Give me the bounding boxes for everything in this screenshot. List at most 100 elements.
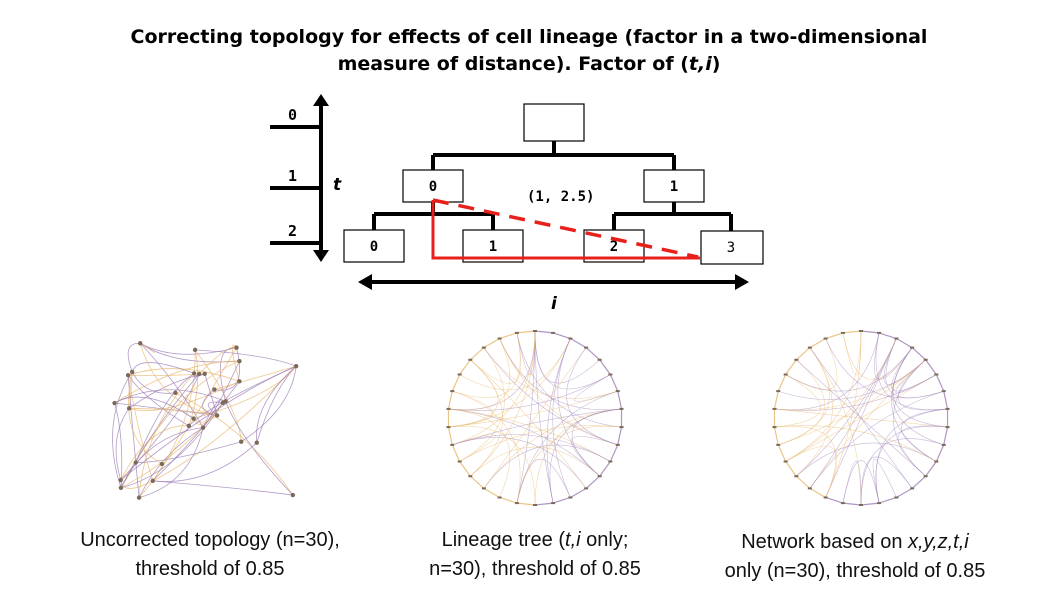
network-edge [240,366,297,443]
network-node [130,369,135,375]
title-line-1: Correcting topology for effects of cell … [130,26,928,48]
network-edge [571,408,622,477]
network-edge [570,487,587,498]
network-edge [219,347,237,402]
network-edge [570,338,587,349]
network-node [497,337,502,340]
network-edge [546,338,571,504]
network-edge [860,330,880,334]
network-edge [773,426,779,446]
network-edge [825,332,844,340]
network-node [138,341,143,346]
node-level1-1-label: 1 [670,179,678,195]
network-node [783,373,788,376]
network-edge [128,371,163,465]
network-edge [459,425,622,462]
network-node [910,346,915,349]
network-edge [778,359,926,400]
network-node [551,331,556,334]
caption-xyzti-network: Network based on x,y,z,t,i only (n=30), … [724,531,986,582]
network-node [481,346,486,349]
network-edge [152,381,240,482]
network-node [910,487,915,490]
network-node [615,390,620,393]
network-edge [470,359,587,489]
network-edge [483,347,618,446]
network-edge [139,343,218,416]
network-edge [911,347,927,361]
network-edge [112,371,133,488]
network-edge [114,360,240,404]
network-edge [896,338,913,349]
distance-path [431,198,700,260]
network-node [202,371,207,376]
network-edge [777,374,787,392]
network-node [112,400,117,406]
network-edge [860,502,880,506]
uncorrected-network-graph [112,341,299,500]
network-edge [499,332,518,340]
network-edge [115,408,130,481]
network-edge [114,396,194,419]
network-edge [138,427,204,499]
network-node [514,502,519,505]
network-node [191,371,197,376]
network-node [608,373,613,376]
network-edge [911,475,927,489]
network-node [125,373,131,378]
node-level2-2-label: 2 [610,239,618,255]
network-edge [459,359,471,375]
network-edge [499,338,622,411]
network-node [945,407,950,410]
network-edge [617,426,623,446]
network-node [807,346,812,349]
network-edge [452,434,611,462]
network-node [200,425,206,430]
network-edge [796,442,937,477]
network-edge [809,338,826,349]
network-edge [120,365,297,481]
node-level2-3: 3 [700,230,764,265]
network-edge [778,347,830,446]
node-level2-3-label: 3 [727,240,735,256]
network-edge [599,461,611,477]
network-node [783,460,788,463]
t-axis: 0 1 2 t [270,94,342,262]
network-node [923,358,928,361]
network-node [150,478,155,484]
network-edge [785,461,797,477]
network-node [254,440,259,445]
network-edge [534,330,554,504]
node-level1-0-label: 0 [429,179,437,195]
network-node [293,364,299,369]
network-node [823,496,828,499]
network-edge [140,342,237,355]
network-node [859,504,863,506]
network-edge [534,330,554,334]
network-edge [842,330,862,334]
network-edge [225,401,294,496]
network-edge [872,458,897,504]
network-node [597,358,602,361]
network-edge [459,461,471,477]
network-edge [892,347,948,428]
network-edge [448,390,618,428]
network-node [457,460,462,463]
network-edge [842,502,862,506]
network-edge [609,374,619,392]
network-node [597,475,602,478]
network-node [118,477,123,483]
network-edge [774,425,937,462]
network-node [894,337,899,340]
node-level2-1-label: 1 [489,239,497,255]
network-node [568,496,573,499]
network-edge [935,444,945,462]
network-node [468,358,473,361]
network-edge [842,330,862,376]
network-edge [214,347,241,391]
t-axis-label: t [333,175,342,195]
network-edge [585,475,601,489]
network-node [214,413,220,418]
network-edge [152,442,258,482]
network-node [136,495,142,500]
